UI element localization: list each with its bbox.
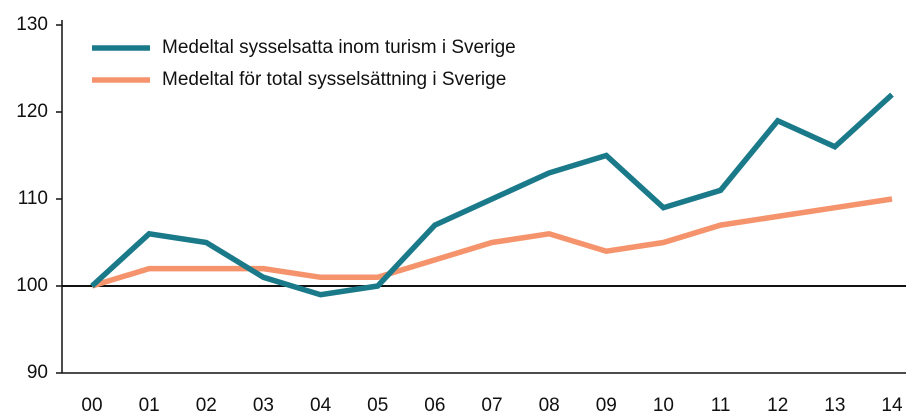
x-tick-label: 00 <box>81 395 102 416</box>
x-tick-label: 09 <box>596 395 617 416</box>
x-tick-label: 11 <box>711 395 731 416</box>
x-tick-label: 12 <box>767 395 788 416</box>
x-tick-label: 08 <box>539 395 560 416</box>
series-line <box>91 196 893 289</box>
x-tick-label: 13 <box>824 395 845 416</box>
x-tick-label: 10 <box>653 395 674 416</box>
x-tick-label: 04 <box>310 395 332 416</box>
legend-label: Medeltal sysselsatta inom turism i Sveri… <box>162 37 516 58</box>
y-tick-label: 100 <box>16 275 48 296</box>
y-tick-label: 90 <box>27 362 48 383</box>
series-line <box>90 92 894 298</box>
legend-label: Medeltal för total sysselsättning i Sver… <box>162 69 506 90</box>
x-tick-label: 01 <box>139 395 160 416</box>
x-tick-label: 14 <box>881 395 903 416</box>
x-tick-label: 03 <box>253 395 274 416</box>
y-tick-label: 110 <box>18 188 48 209</box>
x-tick-label: 05 <box>367 395 388 416</box>
x-tick-label: 02 <box>196 395 217 416</box>
y-tick-label: 130 <box>16 14 48 35</box>
y-tick-label: 120 <box>16 101 48 122</box>
x-tick-label: 06 <box>424 395 445 416</box>
x-tick-label: 07 <box>481 395 502 416</box>
